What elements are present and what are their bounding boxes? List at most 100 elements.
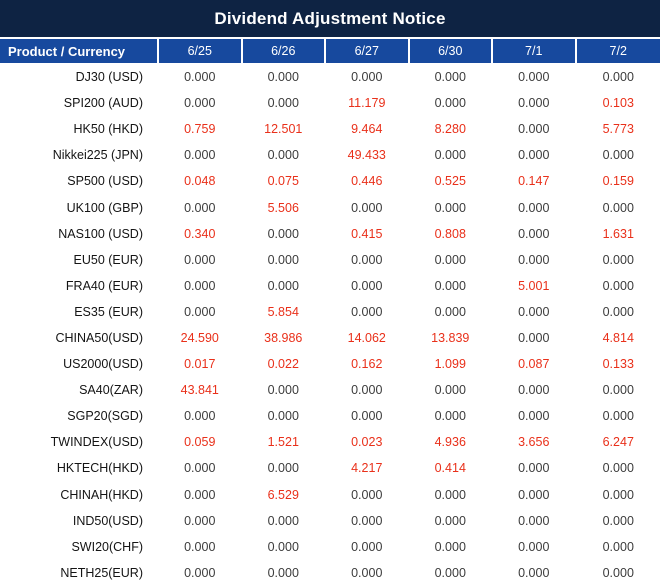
value-cell: 0.000 [242, 273, 326, 300]
value-cell: 0.000 [242, 91, 326, 118]
product-cell: UK100 (GBP) [0, 195, 159, 222]
value-cell: 0.000 [242, 456, 326, 483]
value-cell: 0.000 [409, 560, 493, 587]
value-cell: 0.000 [326, 65, 410, 92]
value-cell: 0.000 [493, 91, 577, 118]
value-cell: 0.000 [409, 273, 493, 300]
value-cell: 0.000 [576, 143, 660, 170]
value-cell: 0.000 [242, 221, 326, 248]
value-cell: 0.000 [159, 560, 243, 587]
product-cell: SP500 (USD) [0, 169, 159, 196]
value-cell: 49.433 [326, 143, 410, 170]
product-cell: SGP20(SGD) [0, 404, 159, 431]
value-cell: 1.631 [576, 222, 660, 248]
value-cell: 4.217 [326, 456, 410, 483]
product-cell: CHINAH(HKD) [0, 482, 159, 509]
value-cell: 0.000 [159, 273, 243, 300]
value-cell: 0.000 [159, 534, 243, 561]
product-cell: Nikkei225 (JPN) [0, 143, 159, 170]
value-cell: 0.000 [576, 65, 660, 92]
value-cell: 0.000 [326, 273, 410, 300]
product-cell: HKTECH(HKD) [0, 456, 159, 483]
value-cell: 0.000 [409, 508, 493, 535]
value-cell: 0.000 [493, 195, 577, 222]
value-cell: 0.000 [409, 378, 493, 405]
value-cell: 0.000 [159, 91, 243, 118]
value-cell: 0.000 [493, 221, 577, 248]
dividend-table: Product / Currency 6/25 6/26 6/27 6/30 7/1 7/2… [0, 39, 660, 587]
value-cell: 0.000 [576, 456, 660, 483]
value-cell: 0.000 [493, 404, 577, 431]
value-cell: 0.525 [409, 169, 493, 196]
value-cell: 0.000 [326, 404, 410, 431]
product-cell: EU50 (EUR) [0, 247, 159, 274]
value-cell: 6.529 [242, 482, 326, 509]
date-column-header: 7/1 [493, 39, 577, 65]
value-cell: 0.022 [242, 352, 326, 379]
value-cell: 0.000 [493, 247, 577, 274]
value-cell: 0.340 [159, 221, 243, 248]
value-cell: 5.854 [242, 299, 326, 326]
value-cell: 12.501 [242, 117, 326, 144]
value-cell: 0.000 [326, 195, 410, 222]
value-cell: 0.000 [493, 560, 577, 587]
value-cell: 0.000 [409, 247, 493, 274]
value-cell: 0.000 [493, 508, 577, 535]
value-cell: 0.000 [576, 300, 660, 326]
value-cell: 0.000 [242, 247, 326, 274]
value-cell: 4.814 [576, 326, 660, 353]
value-cell: 0.000 [326, 508, 410, 535]
value-cell: 0.000 [576, 274, 660, 300]
value-cell: 5.506 [242, 195, 326, 222]
value-cell: 0.000 [576, 378, 660, 405]
value-cell: 0.000 [493, 143, 577, 170]
value-cell: 0.000 [159, 404, 243, 431]
product-cell: US2000(USD) [0, 352, 159, 379]
product-cell: SA40(ZAR) [0, 378, 159, 405]
product-cell: SWI20(CHF) [0, 534, 159, 561]
value-cell: 0.059 [159, 430, 243, 457]
value-cell: 0.000 [576, 195, 660, 222]
value-cell: 0.000 [409, 91, 493, 118]
value-cell: 0.000 [409, 143, 493, 170]
value-cell: 0.000 [493, 65, 577, 92]
value-cell: 1.521 [242, 430, 326, 457]
value-cell: 0.000 [493, 299, 577, 326]
product-cell: DJ30 (USD) [0, 65, 159, 92]
value-cell: 0.000 [493, 534, 577, 561]
value-cell: 0.000 [409, 482, 493, 509]
value-cell: 0.000 [326, 378, 410, 405]
value-cell: 0.000 [242, 534, 326, 561]
date-column-header: 6/25 [159, 39, 243, 65]
value-cell: 0.414 [409, 456, 493, 483]
value-cell: 0.000 [576, 483, 660, 509]
value-cell: 0.446 [326, 169, 410, 196]
value-cell: 0.000 [159, 482, 243, 509]
value-cell: 0.000 [159, 143, 243, 170]
value-cell: 0.147 [493, 169, 577, 196]
value-cell: 0.017 [159, 352, 243, 379]
value-cell: 6.247 [576, 430, 660, 457]
value-cell: 0.159 [576, 169, 660, 196]
value-cell: 0.000 [409, 195, 493, 222]
value-cell: 14.062 [326, 325, 410, 353]
product-cell: TWINDEX(USD) [0, 430, 159, 457]
value-cell: 0.000 [493, 117, 577, 144]
value-cell: 0.000 [493, 325, 577, 353]
value-cell: 0.000 [409, 404, 493, 431]
value-cell: 0.000 [159, 456, 243, 483]
value-cell: 0.000 [159, 65, 243, 92]
value-cell: 0.808 [409, 221, 493, 248]
date-column-header: 6/30 [409, 39, 493, 65]
date-column-header: 6/27 [326, 39, 410, 65]
value-cell: 0.000 [326, 534, 410, 561]
value-cell: 0.000 [409, 65, 493, 92]
value-cell: 0.000 [576, 561, 660, 587]
value-cell: 0.000 [159, 247, 243, 274]
value-cell: 0.000 [326, 482, 410, 509]
date-column-header: 6/26 [242, 39, 326, 65]
value-cell: 24.590 [159, 325, 243, 353]
product-currency-header: Product / Currency [0, 39, 159, 65]
value-cell: 3.656 [493, 430, 577, 457]
